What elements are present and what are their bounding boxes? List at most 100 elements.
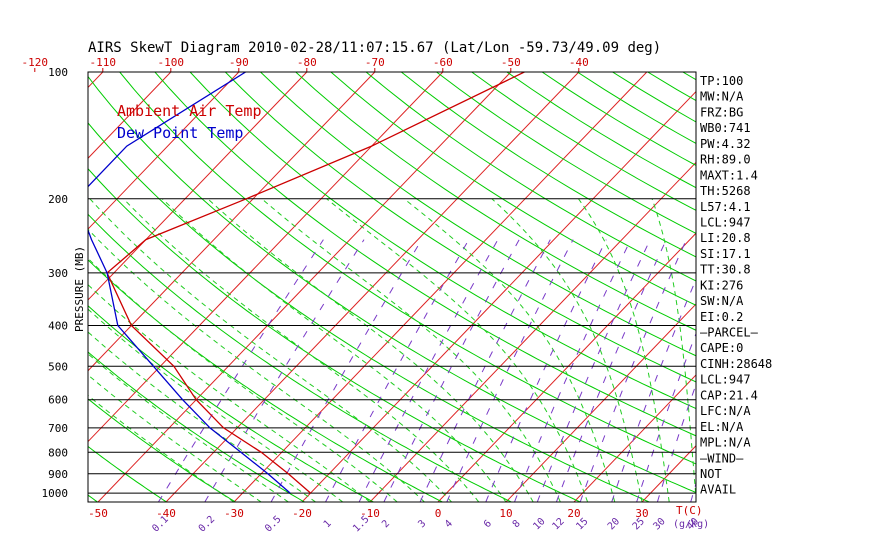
moist-adiabat-line xyxy=(403,198,616,502)
top-tick-label: -60 xyxy=(433,56,453,69)
legend-dewpoint: Dew Point Temp xyxy=(117,124,243,142)
mixing-ratio-tick-label: 1 xyxy=(322,518,334,530)
top-tick-label: -90 xyxy=(229,56,249,69)
stability-index: SI:17.1 xyxy=(700,247,751,261)
dry-adiabat-line xyxy=(189,72,696,410)
isotherm-line xyxy=(437,232,696,502)
mixing-ratio-tick-label: 20 xyxy=(606,516,622,532)
pressure-tick-label: 200 xyxy=(48,193,68,206)
isotherm-line xyxy=(301,90,696,502)
x-axis-label: T(C) xyxy=(676,504,703,517)
mixing-ratio-line xyxy=(419,239,551,502)
stability-index: KI:276 xyxy=(700,278,743,292)
pressure-tick-label: 500 xyxy=(48,360,68,373)
dry-adiabat-line xyxy=(88,351,305,502)
top-tick-label: -50 xyxy=(501,56,521,69)
profile-series xyxy=(88,72,525,494)
top-tick-label: -100 xyxy=(158,56,185,69)
dry-adiabat-line xyxy=(88,75,696,494)
mixing-ratio-line xyxy=(270,239,423,502)
isotherm-line xyxy=(88,72,308,301)
plot-frame xyxy=(87,71,697,503)
isotherm-line xyxy=(573,374,696,502)
bottom-tick-label: -10 xyxy=(360,507,380,520)
chart-title: AIRS SkewT Diagram 2010-02-28/11:07:15.6… xyxy=(88,40,661,56)
isotherm-line xyxy=(88,72,240,230)
isotherm-line xyxy=(233,72,648,502)
stability-index: L57:4.1 xyxy=(700,200,751,214)
pressure-tick-label: 300 xyxy=(48,267,68,280)
stability-index: RH:89.0 xyxy=(700,153,751,167)
mixing-ratio-tick-label: 0.5 xyxy=(263,514,284,535)
mixing-ratio-tick-label: 10 xyxy=(531,516,547,532)
moist-adiabat-line xyxy=(161,198,507,502)
stability-index: PW:4.32 xyxy=(700,137,751,151)
pressure-tick-label: 600 xyxy=(48,394,68,407)
mixing-ratio-line xyxy=(358,239,499,502)
moist-adiabat-line xyxy=(88,257,398,502)
moist-adiabat-line xyxy=(88,394,235,502)
top-temperature-axis: -120 -110 -100 -90 -80 -70 -60 -50 -40 xyxy=(22,56,589,72)
stability-index: LCL:947 xyxy=(700,373,751,387)
isotherm-line xyxy=(846,72,870,502)
pressure-tick-label: 900 xyxy=(48,468,68,481)
bottom-tick-label: 20 xyxy=(567,507,580,520)
dry-adiabat-line xyxy=(788,72,870,502)
mixing-ratio-tick-label: 2 xyxy=(380,518,392,530)
plot-background-lines xyxy=(88,72,870,502)
stability-index: WB0:741 xyxy=(700,121,751,135)
y-axis-label: PRESSURE (MB) xyxy=(73,246,86,332)
isotherm-line xyxy=(88,72,104,89)
bottom-tick-label: -30 xyxy=(224,507,244,520)
mixing-ratio-tick-label: 0.2 xyxy=(197,514,218,535)
dry-adiabat-line xyxy=(471,72,696,211)
isotherm-line xyxy=(88,72,172,159)
isotherm-line xyxy=(369,161,696,502)
stability-index: CAP:21.4 xyxy=(700,388,758,402)
dry-adiabat-line xyxy=(224,72,696,383)
dry-adiabat-line xyxy=(88,398,236,502)
stability-index: TT:30.8 xyxy=(700,263,751,277)
top-tick-label: -80 xyxy=(297,56,317,69)
mixing-ratio-line xyxy=(579,239,687,502)
mixing-ratio-line xyxy=(514,239,632,502)
bottom-tick-label: -20 xyxy=(292,507,312,520)
pressure-tick-label: 400 xyxy=(48,320,68,333)
mixing-ratio-line xyxy=(325,239,470,502)
stability-index: EL:N/A xyxy=(700,420,744,434)
mixing-ratio-line xyxy=(204,239,365,502)
stability-index: LCL:947 xyxy=(700,215,751,229)
moist-adiabat-line xyxy=(207,198,534,502)
stability-index: TH:5268 xyxy=(700,184,751,198)
mixing-ratio-line xyxy=(611,278,696,502)
moist-adiabat-line xyxy=(89,198,452,502)
mixing-ratio-tick-label: 30 xyxy=(651,516,667,532)
mixing-ratio-unit: (g/kg) xyxy=(673,519,709,530)
dry-adiabat-line xyxy=(154,72,696,437)
mixing-ratio-tick-label: 4 xyxy=(443,518,455,530)
stability-index: —WIND— xyxy=(700,451,744,465)
mixing-ratio-tick-label: 12 xyxy=(550,516,566,532)
stability-index: AVAIL xyxy=(700,483,736,497)
isotherm-line xyxy=(778,72,870,502)
moist-adiabat-line xyxy=(88,228,425,502)
stability-index: MAXT:1.4 xyxy=(700,168,758,182)
dry-adiabat-line xyxy=(88,213,512,502)
moist-adiabat-line xyxy=(88,353,289,502)
stability-index: NOT xyxy=(700,467,722,481)
stability-index: EI:0.2 xyxy=(700,310,743,324)
dry-adiabat-line xyxy=(260,72,696,357)
dry-adiabat-line xyxy=(88,168,581,502)
stability-index: MW:N/A xyxy=(700,90,744,104)
stability-index: CINH:28648 xyxy=(700,357,772,371)
legend-temperature: Ambient Air Temp xyxy=(117,102,262,120)
dry-adiabat-line xyxy=(88,305,374,502)
dry-adiabat-line xyxy=(753,72,870,502)
stability-index: SW:N/A xyxy=(700,294,744,308)
pressure-axis: 100 200 300 400 500 600 700 800 900 1000 xyxy=(42,66,69,500)
moist-adiabat-line xyxy=(491,198,643,502)
stability-index: LI:20.8 xyxy=(700,231,751,245)
stability-index: FRZ:BG xyxy=(700,105,743,119)
moist-adiabat-line xyxy=(123,198,480,502)
bottom-tick-label: -40 xyxy=(156,507,176,520)
